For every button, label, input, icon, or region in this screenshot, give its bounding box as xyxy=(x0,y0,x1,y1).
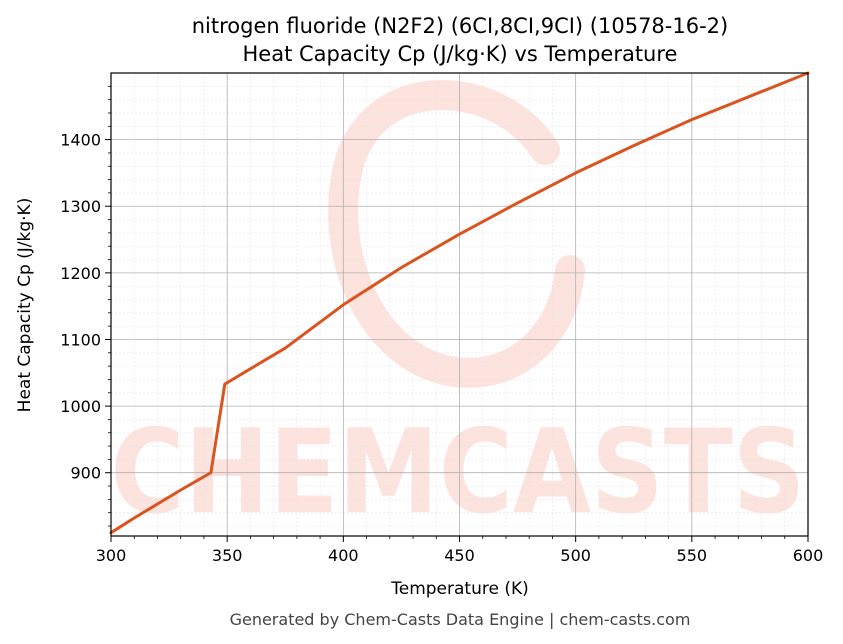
x-tick-label: 500 xyxy=(560,546,591,565)
axis-ticks xyxy=(105,85,809,542)
y-tick-label: 1300 xyxy=(60,197,101,216)
footer-credit: Generated by Chem-Casts Data Engine | ch… xyxy=(230,610,691,629)
x-tick-label: 450 xyxy=(444,546,475,565)
x-axis-label: Temperature (K) xyxy=(390,579,529,599)
x-tick-label: 300 xyxy=(96,546,127,565)
series-line xyxy=(109,71,810,535)
y-tick-label: 1400 xyxy=(60,131,101,150)
chart-subtitle: Heat Capacity Cp (J/kg·K) vs Temperature xyxy=(243,42,678,66)
y-axis-label: Heat Capacity Cp (J/kg·K) xyxy=(15,198,35,413)
x-tick-label: 600 xyxy=(793,546,824,565)
watermark: CHEMCASTS xyxy=(111,80,806,540)
y-tick-labels: 900 1000 1100 1200 1300 1400 xyxy=(60,131,101,483)
x-tick-label: 550 xyxy=(677,546,708,565)
x-tick-labels: 300 350 400 450 500 550 600 xyxy=(96,546,824,565)
series-layer xyxy=(109,71,810,535)
y-tick-label: 1200 xyxy=(60,264,101,283)
x-tick-label: 400 xyxy=(328,546,359,565)
y-tick-label: 900 xyxy=(70,464,101,483)
y-tick-label: 1100 xyxy=(60,330,101,349)
y-tick-label: 1000 xyxy=(60,397,101,416)
watermark-swirl xyxy=(328,80,585,388)
x-tick-label: 350 xyxy=(212,546,243,565)
chart-title: nitrogen fluoride (N2F2) (6CI,8CI,9CI) (… xyxy=(192,14,728,38)
